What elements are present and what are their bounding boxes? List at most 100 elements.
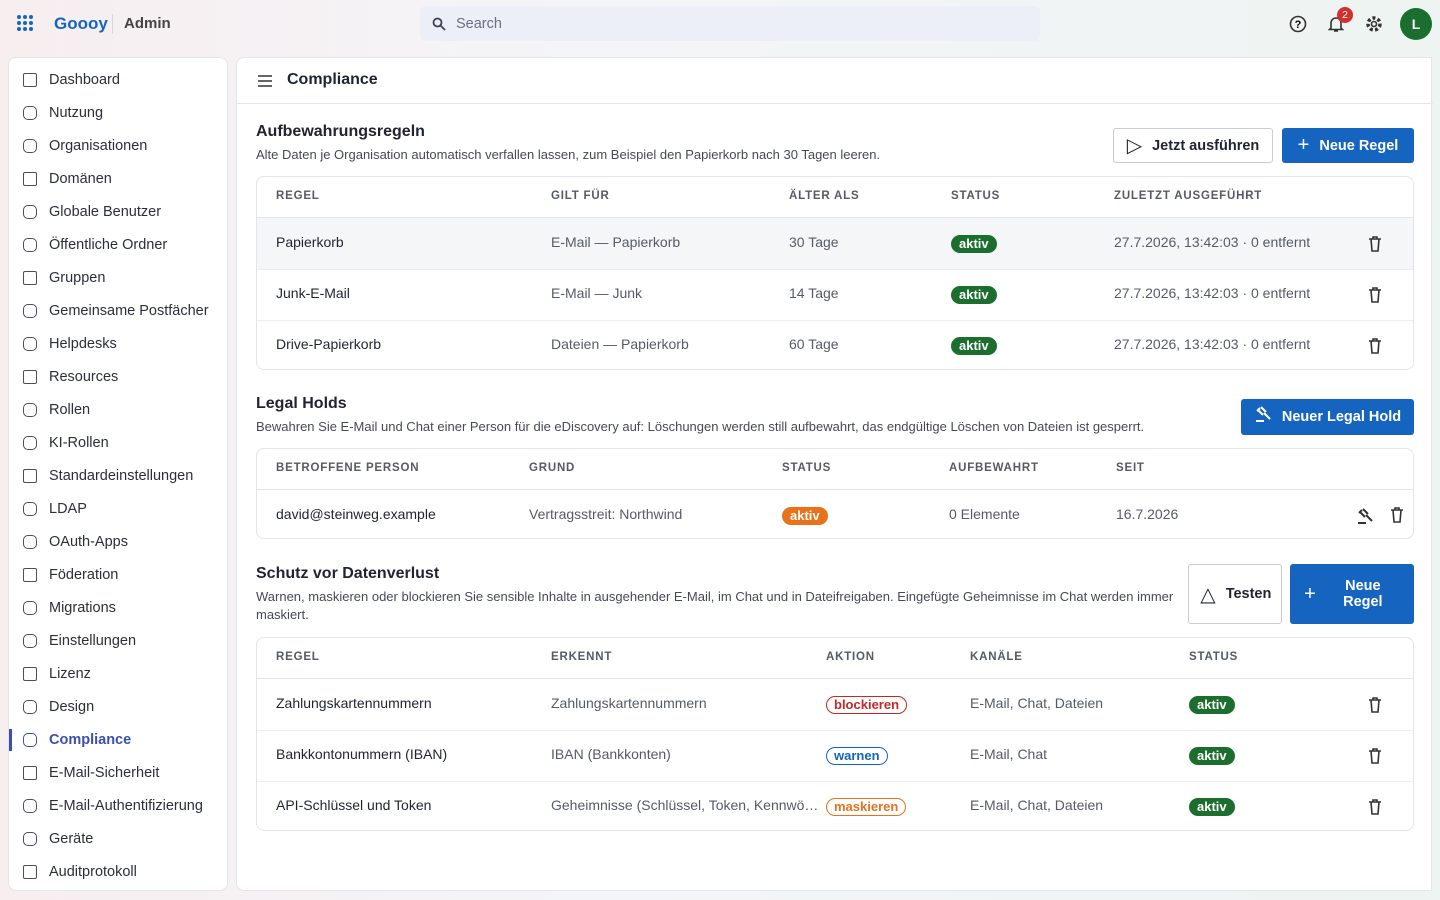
icon-part [17,27,21,31]
column-header: GRUND [529,462,576,474]
nav-item[interactable]: Design [13,692,225,722]
nav-item[interactable]: Globale Benutzer [13,197,225,227]
action-button[interactable]: + Neue Regel [1290,564,1414,624]
nav-icon [23,205,37,219]
nav-icon [23,502,37,516]
button-label: Jetzt ausführen [1152,137,1260,154]
release-button[interactable] [1356,507,1374,530]
cell: E-Mail — Junk [551,285,643,301]
icon-part [1369,286,1381,303]
nav-item[interactable]: OAuth-Apps [13,527,225,557]
table-row[interactable]: Junk-E-Mail E-Mail — Junk 14 Tage aktiv 27.7… [257,269,1413,320]
table-card: REGEL ERKENNT AKTION KANÄLE STATUS Zahlungska… [256,637,1414,831]
divider [257,781,1413,782]
icon-part [1358,508,1373,524]
nav-item[interactable]: LDAP [13,494,225,524]
settings-icon[interactable] [1365,15,1383,33]
menu-icon[interactable] [257,75,273,87]
button-label: Neue Regel [1343,578,1383,610]
cell: 60 Tage [789,336,839,352]
icon-part [1391,507,1403,523]
nav-icon [23,601,37,615]
delete-button[interactable] [1368,696,1382,718]
column-header: AKTION [826,651,875,663]
column-header: BETROFFENE PERSON [276,462,420,474]
delete-button[interactable] [1368,286,1382,308]
cell: Geheimnisse (Schlüssel, Token, Kennwö… [551,797,819,813]
nav-item[interactable]: Rollen [13,395,225,425]
nav-item[interactable]: Organisationen [13,131,225,161]
nav-icon [23,304,37,318]
delete-button[interactable] [1368,235,1382,257]
nav-item[interactable]: Dashboard [13,65,225,95]
action-button[interactable]: + Neue Regel [1282,128,1414,163]
action-button[interactable]: △ Testen [1188,564,1282,624]
nav-item[interactable]: Einstellungen [13,626,225,656]
table-row[interactable]: Papierkorb E-Mail — Papierkorb 30 Tage akti… [257,218,1413,269]
nav-label: E-Mail-Authentifizierung [49,798,203,814]
column-header: ZULETZT AUSGEFÜHRT [1114,190,1263,202]
nav-item[interactable]: KI-Rollen [13,428,225,458]
button-label: Testen [1225,586,1272,602]
nav-item[interactable]: E-Mail-Authentifizierung [13,791,225,821]
delete-button[interactable] [1390,507,1404,528]
apps-icon[interactable] [16,14,34,37]
button-icon: + [1304,582,1316,605]
action-button[interactable]: Neuer Legal Hold [1241,399,1414,435]
nav-item[interactable]: Nutzung [13,98,225,128]
cell: E-Mail — Papierkorb [551,234,681,250]
column-header: REGEL [276,651,320,663]
nav-icon [23,436,37,450]
avatar[interactable]: L [1400,8,1432,40]
search-box[interactable]: Search [420,6,1040,41]
nav-label: Organisationen [49,138,148,154]
nav-item[interactable]: Standardeinstellungen [13,461,225,491]
action-button[interactable]: ▷ Jetzt ausführen [1113,128,1273,163]
icon-part [1369,747,1381,764]
nav-item[interactable]: Gemeinsame Postfächer [13,296,225,326]
icon-part [1255,406,1271,422]
nav-item[interactable]: Resources [13,362,225,392]
nav-item[interactable]: Domänen [13,164,225,194]
nav-icon [23,799,37,813]
nav-item[interactable]: Föderation [13,560,225,590]
nav-item[interactable]: Compliance [13,725,225,755]
nav-item[interactable]: Auditprotokoll [13,857,225,887]
nav-icon [23,172,37,186]
search-placeholder: Search [456,15,502,32]
icon-part [1369,696,1381,713]
section-description: Bewahren Sie E-Mail und Chat einer Perso… [256,419,1145,434]
nav-item[interactable]: Helpdesks [13,329,225,359]
nav-item[interactable]: Migrations [13,593,225,623]
app-name: Admin [124,15,171,32]
table-row[interactable]: Drive-Papierkorb Dateien — Papierkorb 60 T… [257,320,1413,369]
divider [257,269,1413,270]
nav-label: Gruppen [49,270,106,286]
icon-part [1369,235,1381,252]
delete-button[interactable] [1368,747,1382,769]
icon-part [1369,798,1381,815]
table-row[interactable]: API-Schlüssel und Token Geheimnisse (Schl… [257,781,1413,830]
cell: E-Mail, Chat [970,746,1048,762]
nav-item[interactable]: Geräte [13,824,225,854]
help-icon[interactable]: ? [1289,15,1307,33]
nav-label: Lizenz [49,666,91,682]
table-row[interactable]: Bankkontonummern (IBAN) IBAN (Bankkonten)… [257,730,1413,781]
delete-button[interactable] [1368,337,1382,359]
nav-item[interactable]: Öffentliche Ordner [13,230,225,260]
brand[interactable]: Goooy [54,14,108,33]
nav-item[interactable]: Gruppen [13,263,225,293]
divider [257,489,1413,490]
icon-part [23,15,27,19]
nav-item[interactable]: Lizenz [13,659,225,689]
cell: 30 Tage [789,234,839,250]
divider [257,320,1413,321]
table-row[interactable]: david@steinweg.example Vertragsstreit: No… [257,490,1413,538]
table-row[interactable]: Zahlungskartennummern Zahlungskartennumme… [257,679,1413,730]
icon-part [1369,286,1381,303]
delete-button[interactable] [1368,798,1382,820]
icon-part: ? [1295,19,1302,31]
icon-part [1369,337,1381,354]
nav-label: Rollen [49,402,91,418]
nav-item[interactable]: E-Mail-Sicherheit [13,758,225,788]
